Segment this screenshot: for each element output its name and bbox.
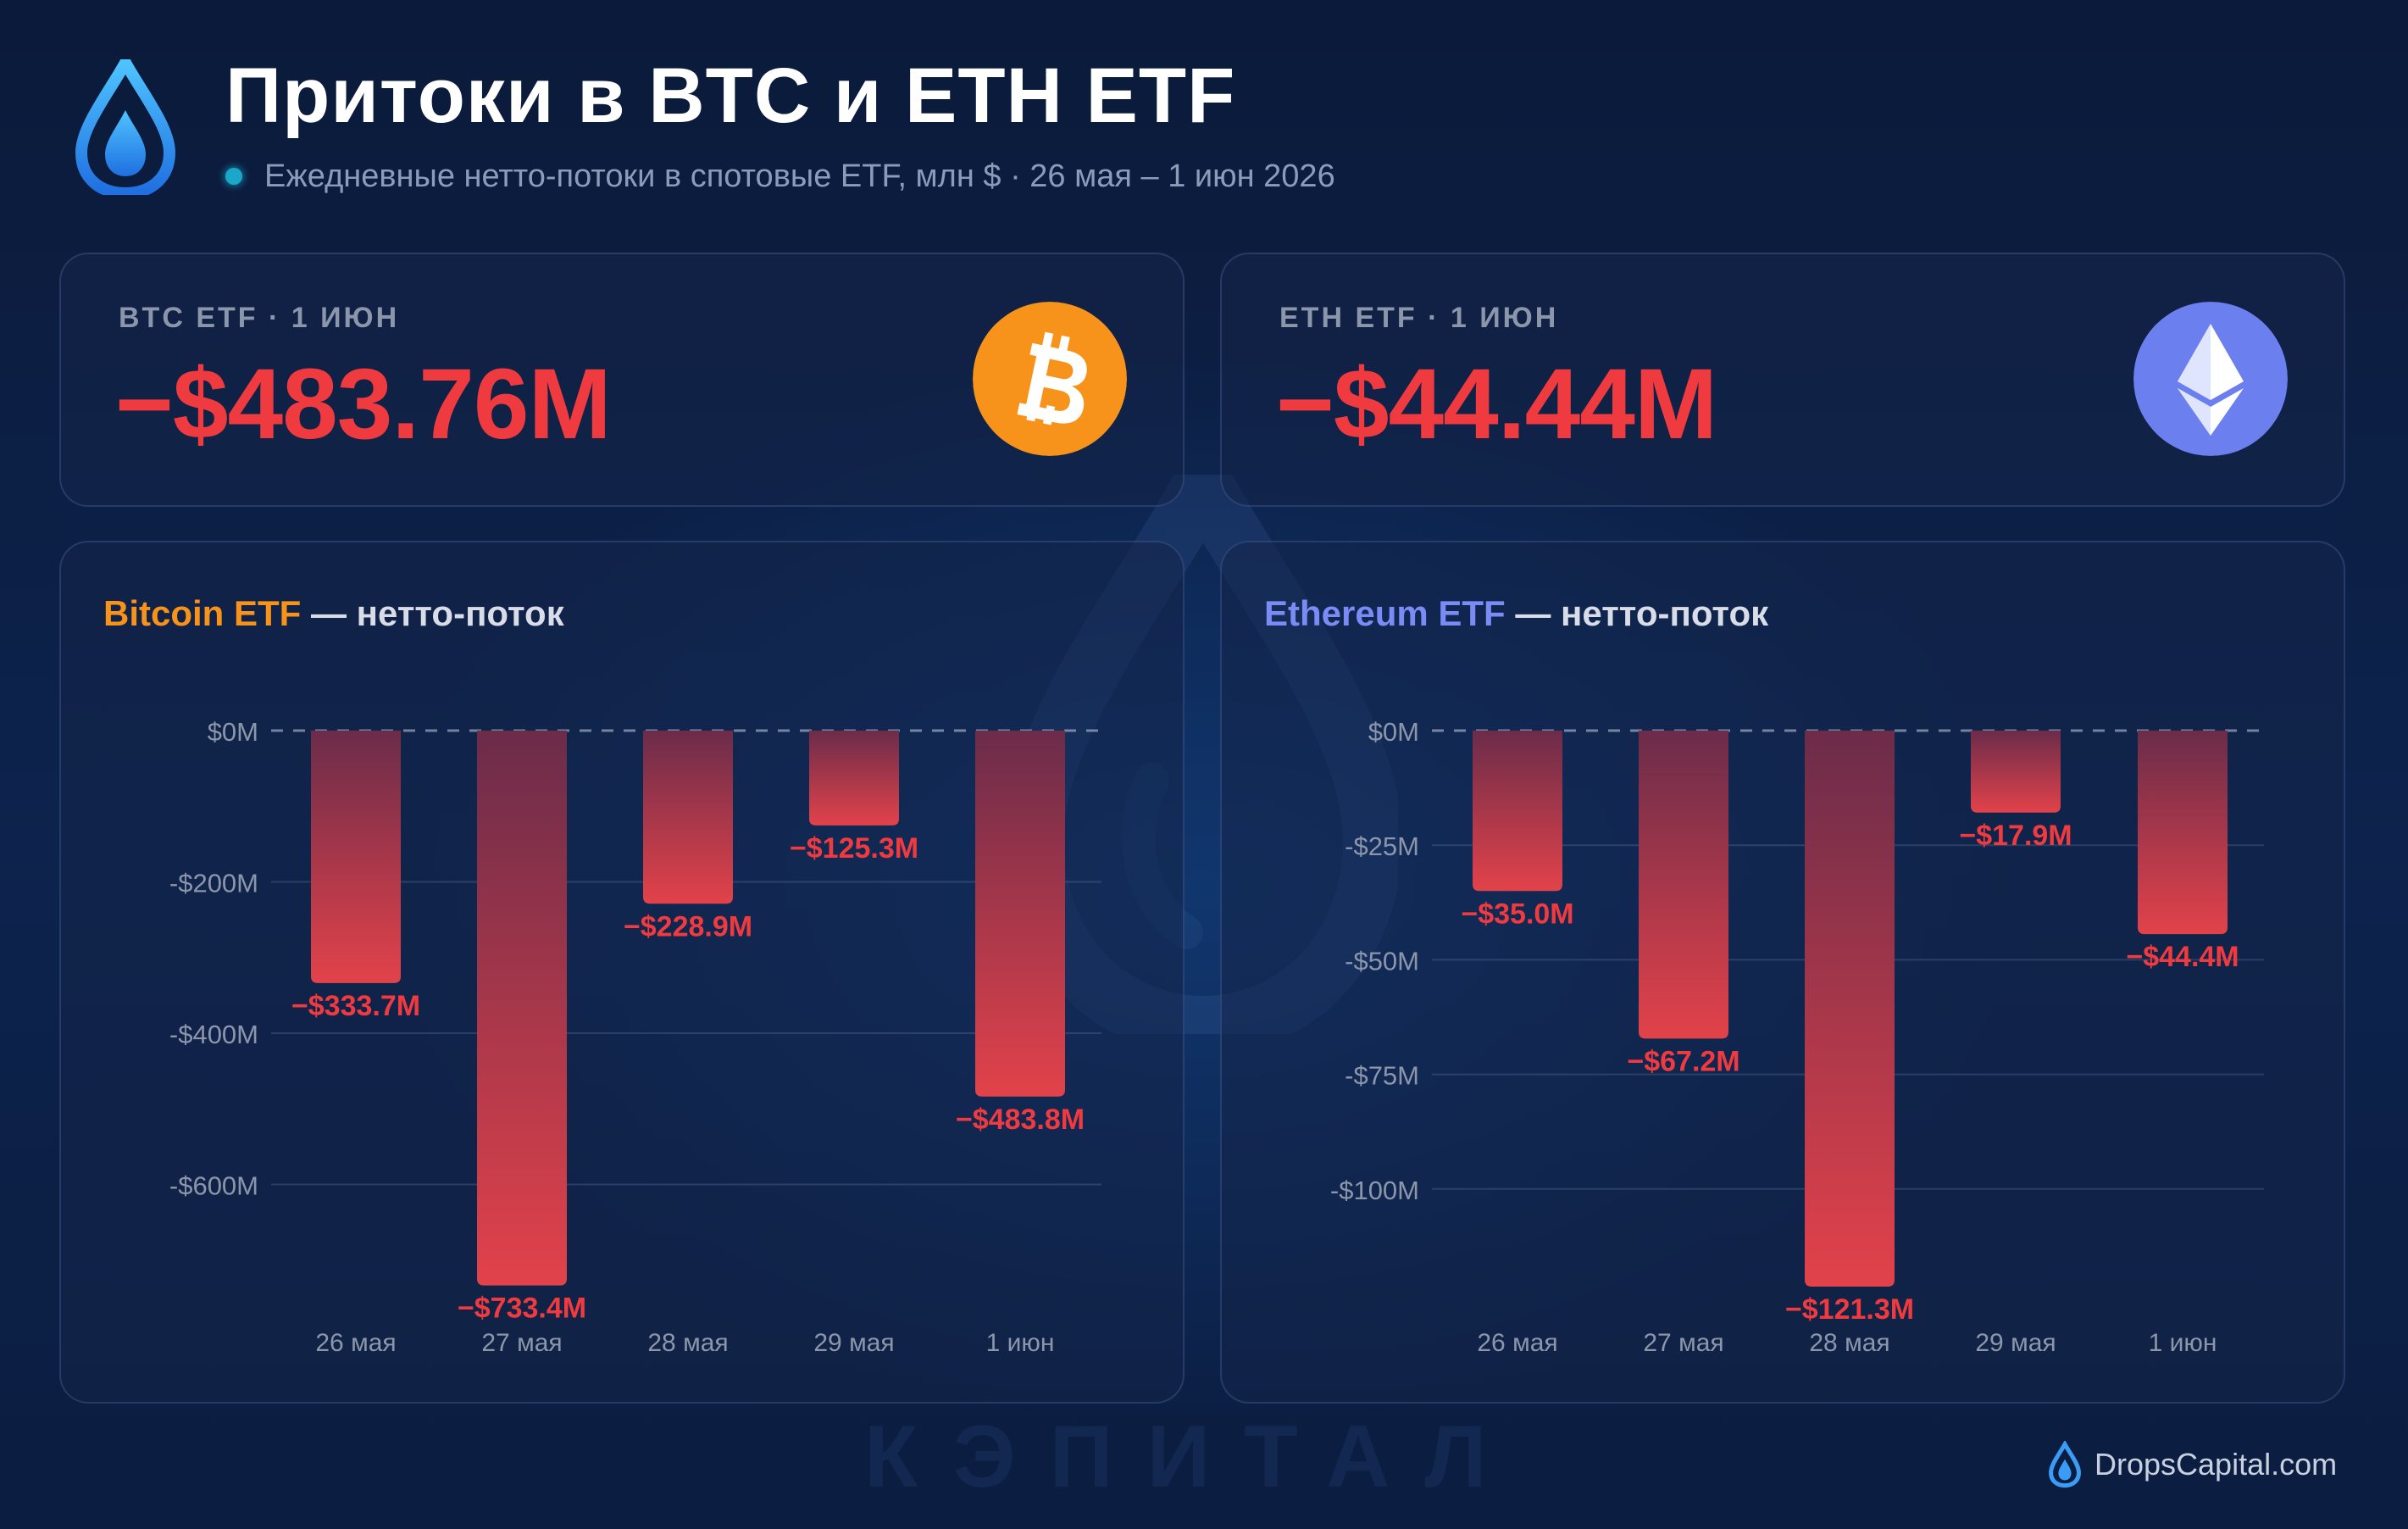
btc-chart-title-rest: — нетто-поток [301,593,564,633]
eth-value-label: −$67.2M [1627,1045,1739,1077]
eth-bar [2138,731,2228,935]
eth-kpi-label: ETH ETF · 1 ИЮН [1279,302,1559,334]
watermark-text: КЭПИТАЛ [864,1408,1521,1506]
btc-value-label: −$483.8M [956,1104,1085,1136]
btc-bar [477,731,567,1286]
drop-logo-icon [75,59,176,195]
eth-kpi-card: ETH ETF · 1 ИЮН −$44.44M [1220,253,2345,507]
eth-bar [1971,731,2061,813]
ethereum-icon [2133,302,2288,456]
eth-ytick-label: -$50M [1345,946,1419,976]
btc-kpi-value: −$483.76M [115,348,612,460]
btc-category-label: 26 мая [315,1329,396,1357]
eth-category-label: 1 июн [2149,1329,2217,1357]
btc-ytick-label: -$600M [169,1171,258,1201]
eth-ytick-label: -$100M [1330,1176,1419,1205]
btc-category-label: 29 мая [813,1329,894,1357]
eth-ytick-label: $0M [1368,717,1419,747]
brand-footer: DropsCapital.com [2049,1441,2337,1488]
btc-bar [809,731,899,826]
btc-category-label: 1 июн [986,1329,1055,1357]
brand-text: DropsCapital.com [2095,1447,2338,1482]
eth-category-label: 26 мая [1477,1329,1557,1357]
eth-category-label: 28 мая [1809,1329,1889,1357]
eth-kpi-value: −$44.44M [1276,348,1717,460]
eth-bar [1473,731,1562,892]
eth-bar [1639,731,1728,1039]
btc-chart-title: Bitcoin ETF — нетто-поток [103,593,564,634]
bitcoin-icon [973,302,1127,456]
btc-category-label: 28 мая [647,1329,728,1357]
btc-bar [975,731,1065,1097]
brand-drop-icon [2049,1441,2081,1488]
btc-ytick-label: -$400M [169,1020,258,1049]
btc-chart-card: Bitcoin ETF — нетто-поток [59,541,1185,1404]
eth-category-label: 29 мая [1975,1329,2056,1357]
eth-value-label: −$35.0M [1461,898,1573,930]
btc-bar [643,731,733,904]
btc-value-label: −$228.9M [624,910,752,942]
status-dot-icon [225,168,242,185]
eth-ytick-label: -$25M [1345,831,1419,861]
eth-chart-card: Ethereum ETF — нетто-поток [1220,541,2345,1404]
eth-value-label: −$121.3M [1785,1293,1914,1326]
eth-chart-title-accent: Ethereum ETF [1264,593,1506,633]
eth-bar [1805,731,1895,1287]
btc-value-label: −$733.4M [458,1293,586,1325]
btc-kpi-card: BTC ETF · 1 ИЮН −$483.76M [59,253,1185,507]
btc-value-label: −$125.3M [790,832,918,865]
btc-bar [311,731,401,983]
eth-value-label: −$17.9M [1959,820,2072,852]
page-subtitle: Ежедневные нетто-потоки в спотовые ETF, … [225,158,1335,195]
btc-ytick-label: $0M [208,717,258,747]
page-title: Притоки в BTC и ETH ETF [225,53,1236,139]
subtitle-text: Ежедневные нетто-потоки в спотовые ETF, … [264,158,1335,194]
btc-chart-title-accent: Bitcoin ETF [103,593,302,633]
btc-kpi-label: BTC ETF · 1 ИЮН [119,302,400,334]
eth-chart-title: Ethereum ETF — нетто-поток [1264,593,1768,634]
eth-chart-title-rest: — нетто-поток [1505,593,1769,633]
eth-category-label: 27 мая [1643,1329,1723,1357]
btc-category-label: 27 мая [481,1329,562,1357]
eth-value-label: −$44.4M [2126,941,2239,973]
btc-value-label: −$333.7M [291,990,420,1022]
btc-ytick-label: -$200M [169,869,258,898]
eth-ytick-label: -$75M [1345,1061,1419,1091]
